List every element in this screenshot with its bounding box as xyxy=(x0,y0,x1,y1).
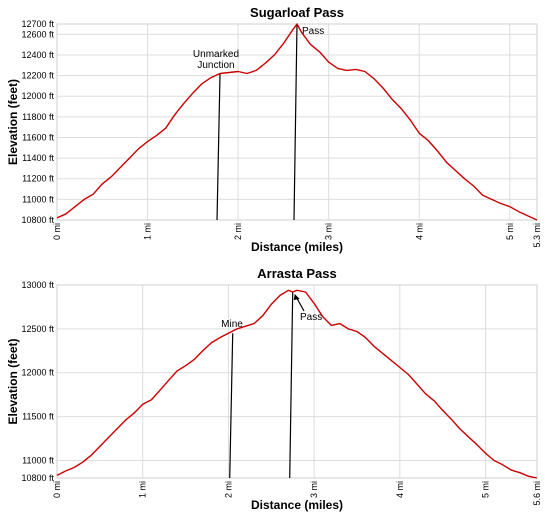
y-axis-label: Elevation (feet) xyxy=(6,338,20,424)
annotation-label-line: Mine xyxy=(221,319,243,330)
y-tick-label: 11500 ft xyxy=(22,412,54,422)
y-tick-label: 12400 ft xyxy=(21,50,54,60)
y-tick-label: 11400 ft xyxy=(22,153,54,163)
x-tick-label: 3 mi xyxy=(324,223,334,240)
annotation-label-line: Junction xyxy=(197,60,234,71)
elevation-profile-line xyxy=(56,23,538,221)
y-tick-label: 12500 ft xyxy=(21,324,54,334)
y-tick-label: 10800 ft xyxy=(21,215,54,225)
annotation-marker-line xyxy=(216,73,221,221)
x-axis-label: Distance (miles) xyxy=(251,240,343,254)
annotation-arrowhead xyxy=(293,294,300,301)
y-tick-label: 12600 ft xyxy=(21,29,54,39)
x-tick-label: 1 mi xyxy=(143,223,153,240)
annotation-label: Pass xyxy=(300,312,322,323)
chart-title: Arrasta Pass xyxy=(257,266,337,281)
y-tick-label: 12000 ft xyxy=(21,368,54,378)
x-tick-label: 5 mi xyxy=(505,223,515,240)
annotation-marker-line xyxy=(289,292,294,479)
x-tick-label: 1 mi xyxy=(138,481,148,498)
y-tick-label: 12200 ft xyxy=(21,71,54,81)
annotation-label: Mine xyxy=(221,319,243,330)
x-tick-label: 5 mi xyxy=(481,481,491,498)
x-tick-label: 4 mi xyxy=(414,223,424,240)
x-tick-label: 5.3 mi xyxy=(532,223,542,248)
y-tick-label: 12000 ft xyxy=(21,91,54,101)
annotation-label-line: Unmarked xyxy=(193,49,239,60)
y-tick-label: 13000 ft xyxy=(21,280,54,290)
y-tick-label: 11000 ft xyxy=(22,194,54,204)
annotation-label: Pass xyxy=(302,26,324,37)
x-tick-label: 2 mi xyxy=(233,223,243,240)
x-tick-label: 0 mi xyxy=(52,481,62,498)
x-tick-label: 5.6 mi xyxy=(532,481,542,506)
elevation-profile-line xyxy=(56,289,538,479)
x-tick-label: 0 mi xyxy=(52,223,62,240)
x-tick-label: 2 mi xyxy=(223,481,233,498)
y-tick-label: 11600 ft xyxy=(22,132,54,142)
chart-1: 10800 ft 11000 ft 11200 ft 11400 ft 11600 ft… xyxy=(6,5,542,254)
chart-2: 10800 ft 11000 ft 11500 ft 12000 ft 12500 ft… xyxy=(6,266,542,512)
plot-frame xyxy=(56,284,538,479)
y-tick-label: 12700 ft xyxy=(21,19,54,29)
chart-title: Sugarloaf Pass xyxy=(250,5,344,20)
y-tick-label: 11800 ft xyxy=(22,112,54,122)
x-tick-label: 3 mi xyxy=(309,481,319,498)
annotation-marker-line xyxy=(229,333,234,479)
y-tick-label: 11200 ft xyxy=(22,174,54,184)
annotation-label-line: Pass xyxy=(300,312,322,323)
annotation-label: Unmarked Junction xyxy=(193,49,239,71)
x-tick-label: 4 mi xyxy=(395,481,405,498)
annotation-marker-line xyxy=(293,23,298,221)
y-tick-label: 10800 ft xyxy=(21,473,54,483)
x-axis-label: Distance (miles) xyxy=(251,498,343,512)
y-axis-label: Elevation (feet) xyxy=(6,79,20,165)
y-tick-label: 11000 ft xyxy=(22,455,54,465)
annotation-label-line: Pass xyxy=(302,26,324,37)
